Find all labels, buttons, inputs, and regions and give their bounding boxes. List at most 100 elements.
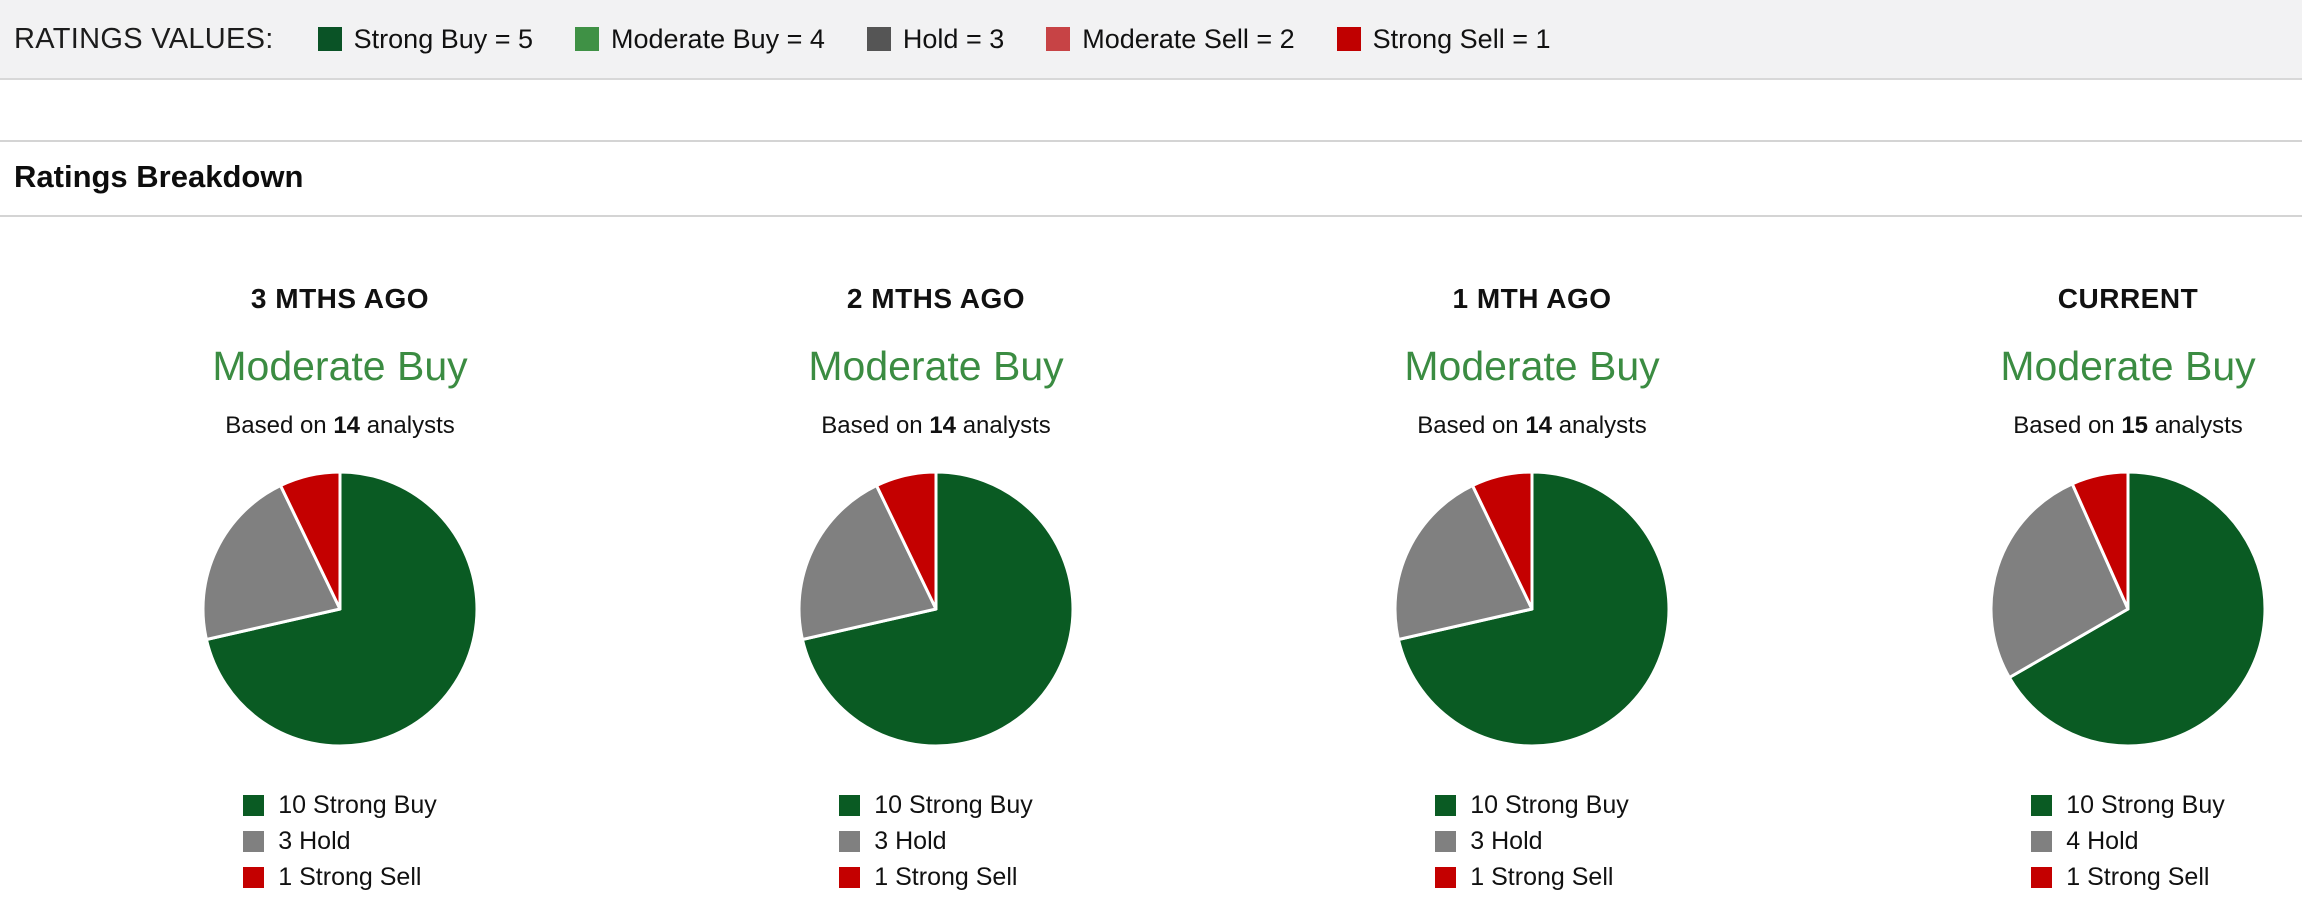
- spacer: [0, 80, 2302, 140]
- pie-slice-strong-sell: [2070, 470, 2130, 611]
- pie-legend-label: 1 Strong Sell: [2066, 862, 2210, 891]
- analysts-suffix: analysts: [2148, 412, 2243, 439]
- rating-column-3-mths-ago: 3 MTHS AGO Moderate Buy Based on 14 analys…: [42, 285, 638, 895]
- pie-slice-hold: [1393, 484, 1534, 641]
- pie-legend-label: 4 Hold: [2066, 826, 2139, 855]
- pie-legend-label: 10 Strong Buy: [1470, 790, 1629, 819]
- pie-chart: [1989, 470, 2267, 748]
- analysts-count: 14: [929, 412, 957, 439]
- strong-buy-swatch-icon: [2031, 794, 2053, 816]
- analysts-suffix: analysts: [360, 412, 455, 439]
- ratings-values-item-moderate-buy: Moderate Buy = 4: [575, 24, 825, 55]
- section-header: Ratings Breakdown: [0, 140, 2302, 217]
- consensus-rating: Moderate Buy: [1404, 343, 1660, 389]
- hold-swatch-icon: [1435, 830, 1457, 852]
- page-title: Ratings Breakdown: [14, 159, 304, 194]
- period-label: 1 MTH AGO: [1452, 283, 1612, 314]
- analysts-count: 15: [2121, 412, 2149, 439]
- hold-swatch-icon: [243, 830, 265, 852]
- pie-slice-strong-buy: [204, 470, 479, 748]
- pie-slice-strong-sell: [279, 470, 342, 611]
- ratings-values-item-hold: Hold = 3: [866, 23, 1005, 55]
- ratings-values-item-label: Strong Buy = 5: [353, 23, 534, 54]
- analysts-suffix: analysts: [956, 412, 1051, 439]
- pie-legend-row-strong-buy: 10 Strong Buy: [839, 787, 1033, 823]
- analysts-suffix: analysts: [1552, 412, 1647, 439]
- pie-legend-row-strong-sell: 1 Strong Sell: [243, 859, 436, 895]
- pie-legend-row-strong-sell: 1 Strong Sell: [2031, 859, 2224, 895]
- strong-sell-swatch-icon: [1435, 866, 1457, 888]
- analysts-prefix: Based on: [821, 412, 930, 439]
- rating-column-1-mth-ago: 1 MTH AGO Moderate Buy Based on 14 analyst…: [1234, 285, 1830, 895]
- pie-legend: 10 Strong Buy 4 Hold 1 Strong Sell: [2031, 787, 2225, 895]
- pie-legend: 10 Strong Buy 3 Hold 1 Strong Sell: [243, 787, 437, 895]
- pie-slice-strong-sell: [1471, 470, 1534, 611]
- moderate-sell-color-swatch-icon: [1046, 27, 1071, 51]
- ratings-values-item-label: Moderate Sell = 2: [1082, 23, 1295, 54]
- strong-sell-color-swatch-icon: [1336, 27, 1361, 51]
- moderate-buy-color-swatch-icon: [575, 27, 600, 51]
- consensus-rating: Moderate Buy: [212, 343, 468, 389]
- pie-legend-label: 1 Strong Sell: [278, 862, 422, 891]
- pie-slice-hold: [201, 484, 342, 641]
- ratings-values-item-label: Hold = 3: [902, 23, 1005, 54]
- pie-chart: [1393, 470, 1671, 748]
- pie-legend-row-hold: 4 Hold: [2031, 823, 2224, 859]
- consensus-rating: Moderate Buy: [808, 343, 1064, 389]
- strong-sell-swatch-icon: [243, 866, 265, 888]
- pie-slice-strong-sell: [875, 470, 938, 611]
- analysts-count-line: Based on 14 analysts: [1234, 414, 1830, 438]
- analysts-count-line: Based on 15 analysts: [1830, 414, 2302, 438]
- hold-color-swatch-icon: [866, 27, 891, 51]
- pie-legend-label: 3 Hold: [1470, 826, 1543, 855]
- hold-swatch-icon: [839, 830, 861, 852]
- pie-legend-label: 10 Strong Buy: [874, 790, 1033, 819]
- pie-slice-strong-buy: [2007, 470, 2267, 748]
- pie-legend-row-hold: 3 Hold: [243, 823, 436, 859]
- ratings-values-item-moderate-sell: Moderate Sell = 2: [1046, 23, 1295, 55]
- period-label: 2 MTHS AGO: [846, 283, 1026, 314]
- pie-slice-hold: [797, 484, 938, 641]
- hold-swatch-icon: [2031, 830, 2053, 852]
- analysts-prefix: Based on: [1417, 412, 1526, 439]
- pie-legend-label: 10 Strong Buy: [2066, 790, 2225, 819]
- pie-legend-row-strong-sell: 1 Strong Sell: [839, 859, 1032, 895]
- pie-legend-label: 1 Strong Sell: [874, 862, 1018, 891]
- strong-buy-swatch-icon: [243, 794, 265, 816]
- pie-slice-strong-buy: [800, 470, 1075, 748]
- analysts-count: 14: [333, 412, 361, 439]
- consensus-rating: Moderate Buy: [2000, 343, 2256, 389]
- ratings-values-bar: RATINGS VALUES: Strong Buy = 5 Moderate B…: [0, 0, 2302, 80]
- strong-buy-swatch-icon: [839, 794, 861, 816]
- rating-column-current: CURRENT Moderate Buy Based on 15 analysts 1…: [1830, 285, 2302, 895]
- pie-chart: [797, 470, 1075, 748]
- ratings-values-item-label: Strong Sell = 1: [1372, 23, 1551, 54]
- pie-legend-row-strong-buy: 10 Strong Buy: [243, 787, 437, 823]
- pie-legend-label: 1 Strong Sell: [1470, 862, 1614, 891]
- pie-legend: 10 Strong Buy 3 Hold 1 Strong Sell: [839, 787, 1033, 895]
- pie-legend-label: 10 Strong Buy: [278, 790, 437, 819]
- ratings-values-item-label: Moderate Buy = 4: [611, 23, 825, 54]
- analysts-count: 14: [1525, 412, 1553, 439]
- strong-sell-swatch-icon: [839, 866, 861, 888]
- pie-legend-label: 3 Hold: [874, 826, 947, 855]
- pie-legend-row-strong-buy: 10 Strong Buy: [1435, 787, 1629, 823]
- pie-slice-strong-buy: [1396, 470, 1671, 748]
- pie-chart: [201, 470, 479, 748]
- strong-buy-color-swatch-icon: [317, 27, 342, 51]
- pie-legend-row-hold: 3 Hold: [839, 823, 1032, 859]
- pie-legend-row-strong-buy: 10 Strong Buy: [2031, 787, 2225, 823]
- pie-legend-row-hold: 3 Hold: [1435, 823, 1628, 859]
- ratings-values-item-strong-sell: Strong Sell = 1: [1336, 23, 1551, 55]
- ratings-columns: 3 MTHS AGO Moderate Buy Based on 14 analys…: [0, 217, 2302, 895]
- ratings-values-legend: Strong Buy = 5 Moderate Buy = 4 Hold = 3 Mo…: [317, 23, 1551, 55]
- period-label: CURRENT: [2057, 283, 2199, 314]
- rating-column-2-mths-ago: 2 MTHS AGO Moderate Buy Based on 14 analys…: [638, 285, 1234, 895]
- strong-buy-swatch-icon: [1435, 794, 1457, 816]
- strong-sell-swatch-icon: [2031, 866, 2053, 888]
- analysts-count-line: Based on 14 analysts: [638, 414, 1234, 438]
- pie-legend: 10 Strong Buy 3 Hold 1 Strong Sell: [1435, 787, 1629, 895]
- pie-legend-row-strong-sell: 1 Strong Sell: [1435, 859, 1628, 895]
- analysts-prefix: Based on: [225, 412, 334, 439]
- analysts-count-line: Based on 14 analysts: [42, 414, 638, 438]
